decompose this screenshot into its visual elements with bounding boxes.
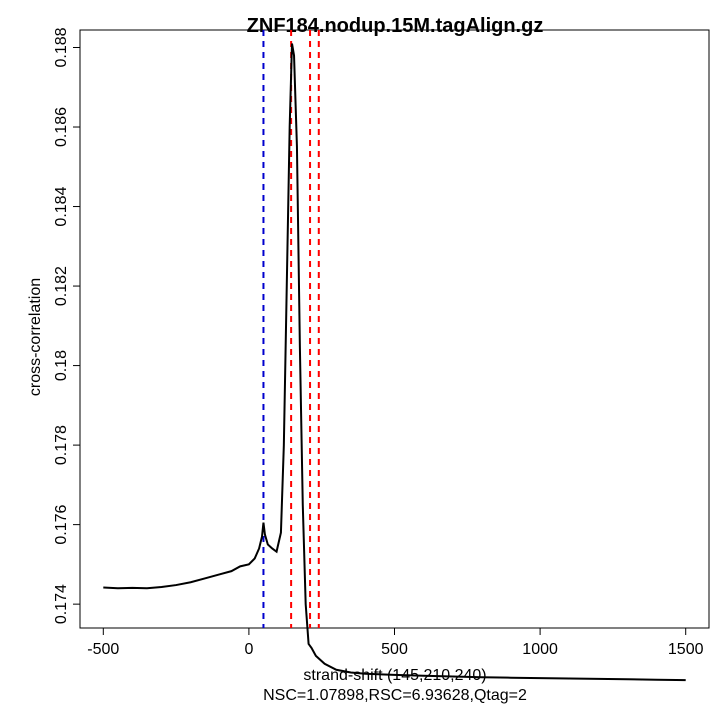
y-tick-label: 0.176 xyxy=(53,505,70,545)
y-tick-label: 0.186 xyxy=(53,107,70,147)
chart-title: ZNF184.nodup.15M.tagAlign.gz xyxy=(247,15,544,37)
x-tick-label: 500 xyxy=(381,641,408,658)
data-line xyxy=(103,43,686,682)
x-tick-label: -500 xyxy=(87,641,119,658)
y-tick-label: 0.182 xyxy=(53,266,70,306)
y-axis-label: cross-correlation xyxy=(27,278,44,396)
x-tick-label: 1500 xyxy=(668,641,704,658)
subtitle: NSC=1.07898,RSC=6.93628,Qtag=2 xyxy=(263,687,527,704)
y-tick-label: 0.178 xyxy=(53,425,70,465)
y-tick-label: 0.174 xyxy=(53,584,70,624)
y-tick-label: 0.188 xyxy=(53,27,70,67)
y-tick-label: 0.184 xyxy=(53,186,70,226)
x-tick-label: 0 xyxy=(244,641,253,658)
x-tick-label: 1000 xyxy=(522,641,558,658)
y-tick-label: 0.18 xyxy=(53,350,70,381)
